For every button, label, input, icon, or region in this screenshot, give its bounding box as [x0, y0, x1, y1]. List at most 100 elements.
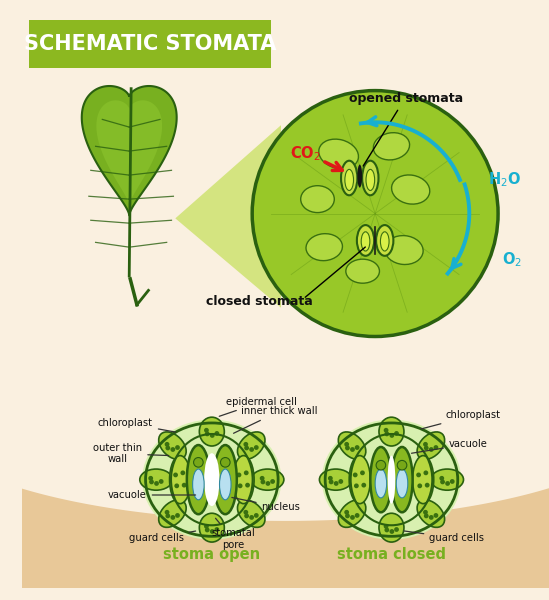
Ellipse shape [238, 500, 265, 527]
Circle shape [205, 527, 210, 532]
Circle shape [355, 513, 360, 518]
Circle shape [360, 470, 365, 475]
Ellipse shape [301, 185, 334, 212]
Ellipse shape [341, 161, 357, 195]
Ellipse shape [140, 469, 172, 490]
Text: guard cells: guard cells [404, 531, 484, 543]
Polygon shape [97, 100, 162, 205]
Circle shape [429, 447, 434, 452]
Circle shape [423, 510, 428, 515]
Ellipse shape [349, 455, 371, 503]
Ellipse shape [319, 139, 358, 169]
Ellipse shape [379, 417, 404, 446]
Ellipse shape [431, 469, 463, 490]
Circle shape [384, 527, 389, 532]
Text: stoma closed: stoma closed [337, 547, 446, 562]
Text: outer thin
wall: outer thin wall [93, 443, 169, 464]
Ellipse shape [322, 419, 461, 539]
Circle shape [237, 473, 242, 478]
Circle shape [165, 442, 170, 447]
Ellipse shape [361, 232, 370, 251]
Circle shape [165, 510, 170, 515]
Ellipse shape [320, 469, 352, 490]
Text: opened stomata: opened stomata [349, 92, 463, 105]
Circle shape [243, 442, 248, 447]
Ellipse shape [170, 455, 191, 503]
Circle shape [173, 473, 178, 478]
Ellipse shape [357, 225, 374, 256]
Circle shape [424, 446, 429, 451]
Circle shape [244, 514, 249, 518]
Circle shape [345, 514, 350, 518]
Ellipse shape [396, 469, 408, 498]
Ellipse shape [238, 432, 265, 460]
Circle shape [334, 481, 339, 486]
Text: vacuole: vacuole [108, 490, 195, 500]
Circle shape [384, 431, 389, 436]
Ellipse shape [362, 161, 378, 195]
Text: closed stomata: closed stomata [206, 295, 313, 308]
Circle shape [204, 524, 209, 529]
Circle shape [249, 515, 254, 520]
Circle shape [244, 470, 249, 475]
Circle shape [181, 470, 185, 475]
Ellipse shape [187, 445, 210, 514]
Text: nucleus: nucleus [232, 497, 300, 512]
Circle shape [423, 470, 428, 475]
Circle shape [254, 445, 259, 450]
Circle shape [394, 431, 399, 436]
Text: H$_2$O: H$_2$O [488, 170, 522, 189]
Circle shape [445, 481, 450, 486]
Circle shape [450, 479, 455, 484]
Circle shape [148, 476, 153, 481]
Circle shape [425, 483, 429, 488]
Circle shape [210, 529, 215, 534]
Circle shape [389, 529, 394, 534]
Circle shape [354, 484, 359, 488]
Text: inner thick wall: inner thick wall [233, 406, 317, 433]
Circle shape [440, 479, 445, 484]
Circle shape [221, 458, 230, 467]
Circle shape [416, 473, 421, 478]
Ellipse shape [142, 419, 282, 539]
Circle shape [149, 479, 154, 484]
Text: chloroplast: chloroplast [98, 418, 176, 432]
Circle shape [270, 479, 275, 484]
Circle shape [165, 514, 170, 518]
Ellipse shape [413, 455, 434, 503]
Text: CO$_2$: CO$_2$ [290, 145, 321, 163]
Circle shape [238, 484, 243, 488]
Circle shape [344, 442, 349, 447]
Circle shape [429, 515, 434, 520]
Text: stomatal
pore: stomatal pore [211, 518, 255, 550]
Ellipse shape [306, 233, 343, 260]
Circle shape [252, 91, 498, 337]
Circle shape [175, 484, 179, 488]
Circle shape [243, 510, 248, 515]
Circle shape [329, 479, 334, 484]
Ellipse shape [385, 236, 423, 265]
Ellipse shape [391, 175, 430, 204]
Circle shape [394, 527, 399, 532]
Ellipse shape [346, 259, 379, 283]
Circle shape [182, 483, 187, 488]
FancyBboxPatch shape [29, 20, 271, 68]
Ellipse shape [376, 225, 394, 256]
Circle shape [170, 447, 175, 452]
Circle shape [245, 483, 250, 488]
Circle shape [417, 484, 422, 488]
Ellipse shape [159, 432, 186, 460]
Ellipse shape [204, 453, 220, 506]
Ellipse shape [345, 169, 354, 190]
Ellipse shape [366, 169, 374, 190]
Circle shape [170, 515, 175, 520]
Circle shape [345, 446, 350, 451]
Circle shape [159, 479, 164, 484]
Polygon shape [0, 415, 549, 588]
Circle shape [254, 513, 259, 518]
Circle shape [397, 460, 407, 470]
Ellipse shape [373, 133, 410, 160]
Ellipse shape [388, 455, 395, 503]
Text: vacuole: vacuole [412, 439, 488, 453]
Ellipse shape [357, 164, 362, 188]
